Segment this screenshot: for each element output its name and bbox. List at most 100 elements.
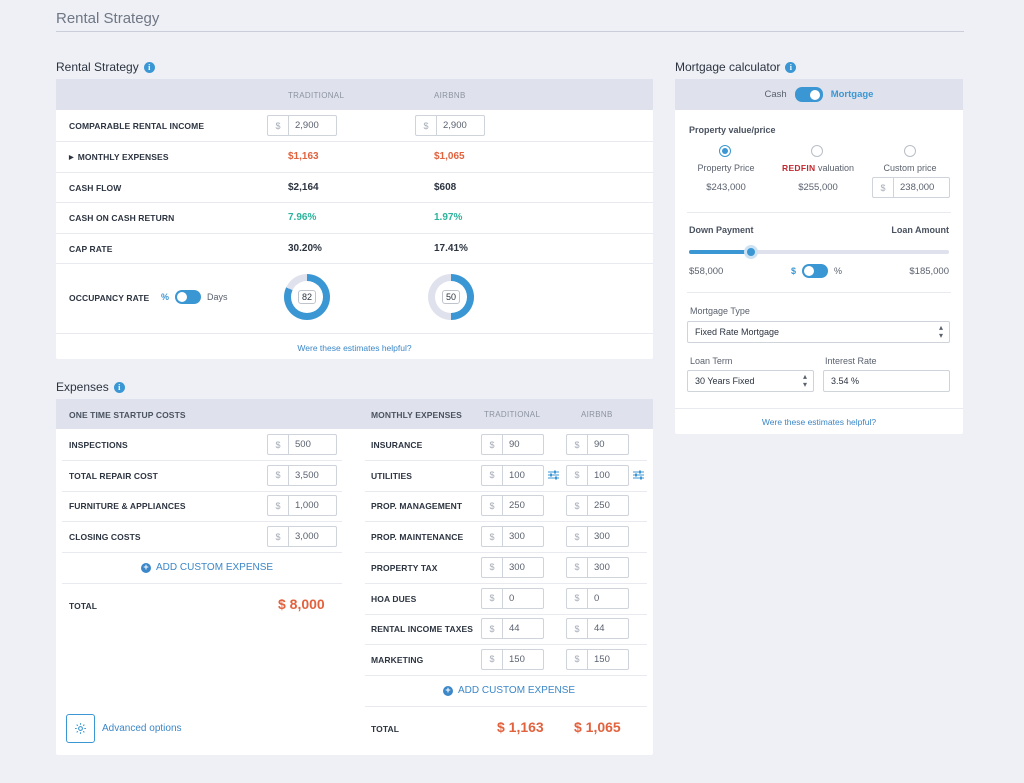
input-value: 300 [509, 531, 525, 543]
startup-item-input-wrap: $500 [267, 434, 337, 455]
currency-symbol: $ [567, 527, 588, 547]
currency-symbol: $ [567, 649, 588, 669]
startup-item-input[interactable]: $3,500 [267, 464, 337, 486]
currency-symbol: $ [567, 557, 588, 577]
unit-toggle[interactable] [802, 264, 829, 278]
interest-rate-value: 3.54 % [831, 376, 860, 386]
row-divider [56, 333, 653, 334]
input-value: 0 [594, 592, 600, 604]
currency-symbol: $ [567, 496, 588, 516]
monthly-item-airbnb-input[interactable]: $250 [566, 495, 629, 517]
occupancy-unit-toggle[interactable]: % Days [161, 290, 228, 304]
advanced-options-button[interactable]: Advanced options [66, 714, 182, 743]
select-arrows-icon: ▴ ▾ [802, 372, 807, 389]
currency-symbol: $ [416, 116, 437, 135]
info-icon[interactable]: i [113, 381, 125, 393]
custom-price-input[interactable]: $ 238,000 [872, 177, 950, 198]
slider-handle[interactable] [744, 245, 759, 259]
down-payment-unit-toggle[interactable]: $ % [791, 264, 842, 278]
startup-total-value: $ 8,000 [278, 596, 325, 612]
monthly-item-traditional-input[interactable]: $300 [481, 556, 544, 578]
monthly-item-traditional-input[interactable]: $100 [481, 464, 544, 486]
loan-term-select[interactable]: 30 Years Fixed ▴ ▾ [687, 370, 814, 392]
radio-custom-price[interactable] [904, 145, 916, 157]
interest-rate-label: Interest Rate [825, 356, 877, 366]
list-item: CLOSING COSTS $3,000 [56, 522, 342, 554]
startup-item-input-wrap: $3,500 [267, 464, 337, 486]
monthly-item-airbnb-input[interactable]: $100 [566, 464, 629, 486]
monthly-item-traditional-input[interactable]: $90 [481, 434, 544, 455]
startup-item-label: TOTAL REPAIR COST [69, 470, 158, 481]
sliders-icon[interactable] [633, 470, 644, 480]
comparable-income-traditional-input[interactable]: $ 2,900 [267, 115, 337, 136]
custom-price-label: Custom price [883, 163, 937, 173]
monthly-item-traditional-input-wrap: $0 [481, 587, 544, 609]
occupancy-traditional-value[interactable]: 82 [297, 290, 316, 304]
list-item: PROP. MANAGEMENT $250 $250 [365, 491, 653, 523]
cash-flow-traditional: $2,164 [288, 182, 319, 193]
monthly-expenses-traditional: $1,163 [288, 151, 319, 162]
monthly-expenses-toggle[interactable]: ▶ MONTHLY EXPENSES [69, 152, 169, 162]
unit-percent: % [161, 292, 170, 302]
monthly-item-airbnb-input[interactable]: $300 [566, 526, 629, 548]
row-divider [365, 613, 647, 615]
sliders-icon[interactable] [548, 470, 559, 480]
input-value: 100 [509, 469, 525, 481]
info-icon[interactable]: i [143, 61, 155, 73]
monthly-item-traditional-input-wrap: $90 [481, 434, 544, 455]
add-monthly-expense-button[interactable]: + ADD CUSTOM EXPENSE [443, 685, 575, 696]
startup-item-input[interactable]: $3,000 [267, 526, 337, 548]
cash-mortgage-toggle[interactable] [794, 87, 823, 102]
monthly-item-traditional-input[interactable]: $300 [481, 526, 544, 548]
input-value: 0 [509, 592, 515, 604]
coc-return-airbnb: 1.97% [434, 212, 463, 223]
row-divider [365, 490, 647, 492]
add-expense-label: ADD CUSTOM EXPENSE [458, 685, 576, 696]
mortgage-title: Mortgage calculator [675, 60, 781, 74]
monthly-item-traditional-input-wrap: $150 [481, 648, 544, 670]
mortgage-type-select[interactable]: Fixed Rate Mortgage ▴ ▾ [687, 321, 950, 343]
info-icon[interactable]: i [785, 61, 797, 73]
down-payment-value: $58,000 [689, 266, 724, 277]
col-airbnb: AIRBNB [434, 91, 466, 100]
row-divider [56, 263, 653, 264]
down-payment-slider[interactable] [689, 245, 949, 259]
helpful-link[interactable]: Were these estimates helpful? [297, 343, 412, 353]
monthly-item-label: MARKETING [371, 654, 424, 665]
occupancy-toggle[interactable] [175, 290, 202, 304]
loan-amount-value: $185,000 [909, 266, 949, 277]
select-arrows-icon: ▴ ▾ [938, 323, 943, 340]
input-value: 250 [509, 500, 525, 512]
monthly-item-airbnb-input-wrap: $300 [566, 526, 629, 548]
monthly-item-traditional-input[interactable]: $250 [481, 495, 544, 517]
radio-redfin-valuation[interactable] [811, 145, 823, 157]
plus-icon: + [443, 685, 453, 696]
row-divider [675, 408, 963, 409]
monthly-item-label: PROP. MAINTENANCE [371, 532, 464, 543]
toggle-cash-label[interactable]: Cash [764, 89, 787, 100]
monthly-item-traditional-input[interactable]: $44 [481, 618, 544, 640]
monthly-item-airbnb-input[interactable]: $0 [566, 587, 629, 609]
list-item: MARKETING $150 $150 [365, 645, 653, 676]
toggle-mortgage-label[interactable]: Mortgage [830, 89, 874, 100]
startup-item-input[interactable]: $1,000 [267, 495, 337, 517]
monthly-item-traditional-input-wrap: $100 [481, 464, 559, 486]
comparable-income-airbnb-input[interactable]: $ 2,900 [415, 115, 485, 136]
helpful-link[interactable]: Were these estimates helpful? [761, 417, 877, 427]
input-value: 1,000 [295, 500, 319, 512]
monthly-item-airbnb-input[interactable]: $150 [566, 648, 629, 670]
startup-total-label: TOTAL [69, 601, 98, 611]
monthly-item-airbnb-input[interactable]: $44 [566, 618, 629, 640]
occupancy-airbnb-value[interactable]: 50 [441, 290, 460, 304]
monthly-item-traditional-input[interactable]: $150 [481, 648, 544, 670]
startup-item-input[interactable]: $500 [267, 434, 337, 455]
radio-property-price[interactable] [719, 145, 731, 157]
monthly-item-airbnb-input[interactable]: $90 [566, 434, 629, 455]
caret-right-icon: ▶ [69, 154, 74, 161]
row-divider [62, 490, 342, 492]
add-startup-expense-button[interactable]: + ADD CUSTOM EXPENSE [141, 562, 273, 573]
monthly-item-airbnb-input[interactable]: $300 [566, 556, 629, 578]
monthly-item-traditional-input[interactable]: $0 [481, 587, 544, 609]
input-value: 100 [594, 469, 610, 481]
interest-rate-input[interactable]: 3.54 % [823, 370, 950, 392]
